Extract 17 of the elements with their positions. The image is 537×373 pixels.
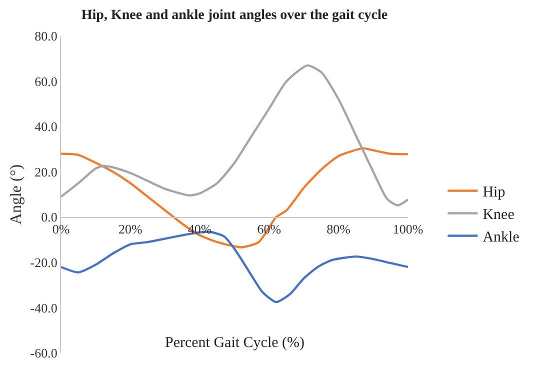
y-tick-label: -60.0 xyxy=(30,346,58,361)
y-tick-label: 20.0 xyxy=(34,164,58,180)
chart-title: Hip, Knee and ankle joint angles over the gait cycle xyxy=(81,8,388,24)
y-tick-label: -40.0 xyxy=(30,300,58,316)
legend-label: Knee xyxy=(482,207,515,224)
x-axis-title: Percent Gait Cycle (%) xyxy=(165,335,305,351)
y-tick-label: 60.0 xyxy=(34,74,58,89)
y-tick-label: 80.0 xyxy=(34,28,58,44)
y-tick-label: -20.0 xyxy=(30,254,58,270)
x-tick-label: 100% xyxy=(392,222,424,237)
x-tick-label: 80% xyxy=(326,222,351,237)
y-tick-label: 40.0 xyxy=(34,119,58,134)
x-tick-label: 20% xyxy=(118,222,142,237)
y-axis-title: Angle (°) xyxy=(8,164,26,225)
line-series xyxy=(61,64,408,206)
legend-label: Hip xyxy=(482,184,506,201)
legend-label: Ankle xyxy=(482,230,520,246)
